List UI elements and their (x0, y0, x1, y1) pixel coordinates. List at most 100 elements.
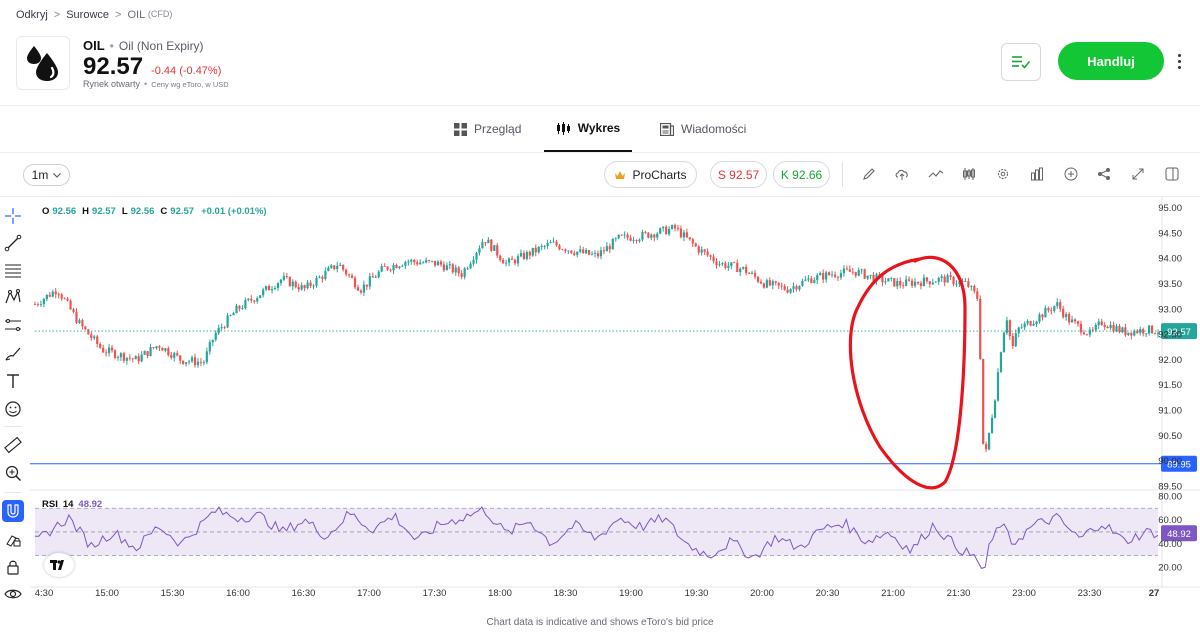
candle-body (813, 280, 816, 283)
candle-body (392, 264, 395, 271)
lock-drawings-icon[interactable] (2, 528, 24, 550)
candle-body (1041, 314, 1044, 318)
candle-body (851, 271, 854, 273)
candle-body (999, 352, 1003, 373)
breadcrumb-odkryj[interactable]: Odkryj (16, 9, 48, 21)
candle-body (131, 358, 134, 360)
candle-body (318, 276, 321, 278)
candle-body (952, 277, 955, 285)
candle-body (507, 258, 511, 263)
candle-body (152, 347, 155, 349)
candle-body (590, 253, 594, 255)
toolbar-divider (0, 196, 1200, 197)
candle-body (804, 279, 807, 281)
rsi-value-tag (1161, 525, 1197, 542)
candle-body (457, 267, 460, 274)
sell-button[interactable]: S 92.57 (710, 161, 767, 188)
interval-select[interactable]: 1m (23, 164, 70, 186)
candle-body (709, 255, 712, 257)
lock-icon[interactable] (2, 556, 24, 578)
candle-body (324, 271, 327, 279)
candle-body (107, 347, 111, 354)
indicator-line-icon[interactable] (926, 164, 946, 184)
price-chart[interactable]: 92.57 89.95 48.92 95.00 94.50 94.00 93.50 93.… (30, 197, 1200, 610)
share-icon[interactable] (1094, 164, 1114, 184)
crosshair-icon[interactable] (2, 205, 24, 227)
text-icon[interactable] (2, 370, 24, 392)
candle-body (478, 248, 481, 253)
candle-body (419, 262, 422, 265)
x-tick-label: 18:30 (554, 588, 578, 599)
y-tick-label: 90.50 (1158, 431, 1182, 442)
candle-body (1044, 308, 1047, 318)
candle-body (608, 246, 611, 250)
pattern-icon[interactable] (2, 286, 24, 308)
trade-button[interactable]: Handluj (1058, 42, 1164, 80)
candle-body (599, 250, 603, 257)
candle-body (552, 241, 555, 243)
x-tick-label: 16:30 (292, 588, 316, 599)
candle-body (1085, 334, 1088, 336)
tab-wiadomosci[interactable]: Wiadomości (660, 106, 746, 152)
candle-type-icon[interactable] (959, 164, 979, 184)
zoom-in-icon[interactable] (2, 462, 24, 484)
panel-icon[interactable] (1162, 164, 1182, 184)
candle-body (1073, 319, 1077, 322)
candle-body (570, 250, 573, 254)
eye-icon[interactable] (2, 583, 24, 605)
candle-body (928, 281, 931, 285)
candle-body (825, 272, 828, 280)
candle-body (656, 233, 659, 238)
expand-icon[interactable] (1128, 164, 1148, 184)
x-tick-label: 17:30 (423, 588, 447, 599)
candle-body (1133, 330, 1136, 336)
breadcrumb-surowce[interactable]: Surowce (66, 9, 110, 21)
tab-wykres[interactable]: Wykres (544, 106, 632, 152)
candle-body (270, 289, 274, 291)
candle-body (949, 275, 952, 278)
candle-body (155, 346, 158, 349)
candle-body (620, 234, 623, 236)
watchlist-button[interactable] (1001, 43, 1041, 81)
candle-body (466, 268, 469, 270)
cloud-icon[interactable] (892, 164, 912, 184)
buy-button[interactable]: K 92.66 (773, 161, 830, 188)
candle-body (724, 263, 727, 268)
candle-body (727, 265, 730, 268)
candle-body (259, 295, 262, 298)
candle-body (955, 283, 958, 285)
x-tick-label: 4:30 (35, 588, 54, 599)
tab-przeglad[interactable]: Przegląd (454, 106, 521, 152)
emoji-icon[interactable] (2, 398, 24, 420)
add-icon[interactable] (1061, 164, 1081, 184)
candle-body (513, 259, 517, 264)
candle-body (164, 348, 167, 351)
fib-icon[interactable] (2, 259, 24, 281)
candle-body (1065, 313, 1068, 318)
candle-body (60, 294, 63, 299)
brush-icon[interactable] (2, 342, 24, 364)
candle-body (1130, 332, 1133, 336)
candle-body (931, 282, 934, 285)
candle-body (587, 250, 591, 255)
candle-body (193, 357, 197, 365)
settings-icon[interactable] (993, 164, 1013, 184)
magnet-icon[interactable] (2, 500, 24, 522)
pencil-icon[interactable] (859, 164, 879, 184)
procharts-button[interactable]: ProCharts (604, 161, 697, 188)
candle-body (484, 242, 487, 244)
candle-body (816, 275, 819, 281)
chart-area[interactable]: 92.57 89.95 48.92 95.00 94.50 94.00 93.50 93.… (30, 197, 1200, 610)
candle-body (356, 287, 360, 291)
more-vertical-icon[interactable] (1172, 48, 1186, 74)
measure-range-icon[interactable] (2, 314, 24, 336)
candle-body (697, 246, 700, 253)
candle-body (982, 358, 985, 444)
ruler-icon[interactable] (2, 434, 24, 456)
bar-chart-icon[interactable] (1027, 164, 1047, 184)
candle-body (1142, 329, 1145, 334)
candle-body (768, 280, 771, 286)
candle-body (789, 288, 792, 293)
candle-body (519, 253, 523, 257)
trendline-icon[interactable] (2, 232, 24, 254)
